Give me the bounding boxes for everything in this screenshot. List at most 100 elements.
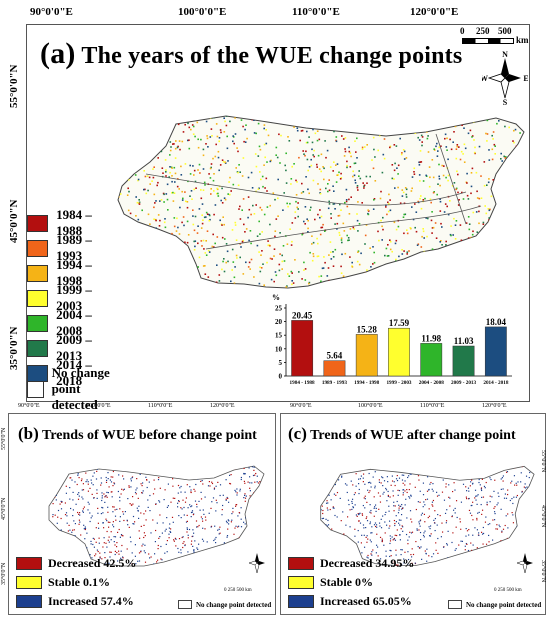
map-pixel: [175, 243, 177, 245]
map-pixel: [294, 259, 296, 261]
map-pixel: [320, 509, 322, 511]
map-pixel: [413, 167, 416, 170]
map-pixel: [101, 499, 103, 502]
map-pixel: [441, 522, 443, 524]
map-pixel: [343, 533, 345, 535]
map-pixel: [186, 531, 188, 533]
map-pixel: [180, 485, 182, 488]
map-pixel: [235, 239, 238, 241]
map-pixel: [350, 155, 352, 158]
map-pixel: [141, 485, 143, 487]
map-pixel: [206, 135, 208, 137]
map-pixel: [327, 502, 329, 504]
map-pixel: [320, 480, 323, 482]
map-pixel: [258, 145, 261, 148]
map-pixel: [516, 494, 518, 497]
map-pixel: [536, 510, 537, 511]
map-pixel: [393, 481, 395, 483]
map-pixel: [429, 116, 431, 117]
map-pixel: [373, 506, 376, 508]
map-pixel: [536, 491, 537, 492]
map-pixel: [387, 210, 390, 213]
map-pixel: [188, 126, 191, 129]
map-pixel: [386, 476, 388, 478]
map-pixel: [472, 211, 475, 214]
map-pixel: [174, 147, 177, 150]
map-pixel: [288, 275, 291, 277]
map-pixel: [437, 552, 439, 554]
map-pixel: [131, 563, 133, 565]
map-pixel: [132, 496, 134, 498]
map-pixel: [329, 281, 331, 283]
map-pixel: [468, 257, 471, 260]
map-pixel: [132, 117, 134, 120]
map-pixel: [150, 116, 153, 118]
map-pixel: [94, 555, 96, 557]
map-pixel: [365, 277, 367, 280]
map-pixel: [129, 245, 132, 247]
lat-label-b-45: 45°0'0"N: [1, 497, 7, 520]
map-pixel: [407, 543, 409, 545]
map-pixel: [117, 531, 119, 533]
map-pixel: [317, 213, 319, 216]
map-pixel: [441, 122, 443, 124]
map-pixel: [156, 184, 158, 187]
map-pixel: [116, 552, 118, 554]
map-pixel: [497, 492, 499, 494]
map-pixel: [174, 157, 177, 159]
map-pixel: [144, 126, 146, 129]
map-pixel: [403, 474, 405, 476]
map-pixel: [478, 558, 480, 560]
map-pixel: [161, 559, 163, 561]
map-pixel: [370, 129, 373, 132]
map-pixel: [259, 171, 261, 173]
map-pixel: [178, 120, 180, 122]
map-pixel: [113, 536, 115, 538]
map-pixel: [275, 154, 277, 156]
map-pixel: [134, 521, 136, 523]
map-pixel: [358, 488, 360, 491]
map-pixel: [511, 512, 513, 514]
map-pixel: [501, 477, 504, 479]
map-pixel: [425, 217, 427, 219]
map-pixel: [119, 213, 121, 216]
map-pixel: [459, 263, 462, 266]
map-pixel: [190, 190, 193, 192]
map-pixel: [63, 545, 65, 548]
map-pixel: [515, 496, 518, 498]
map-pixel: [197, 266, 199, 268]
map-pixel: [436, 495, 439, 497]
map-pixel: [498, 245, 501, 247]
map-pixel: [393, 279, 396, 281]
map-pixel: [346, 516, 349, 518]
map-pixel: [443, 260, 445, 263]
map-pixel: [236, 147, 238, 149]
map-pixel: [218, 140, 220, 143]
map-pixel: [300, 192, 303, 194]
map-pixel: [426, 470, 428, 472]
map-pixel: [369, 521, 372, 523]
map-pixel: [162, 240, 164, 243]
map-pixel: [143, 513, 145, 515]
map-pixel: [295, 179, 297, 182]
map-pixel: [160, 136, 162, 138]
map-pixel: [426, 490, 429, 492]
map-pixel: [462, 116, 465, 117]
map-pixel: [255, 165, 258, 168]
map-pixel: [210, 128, 213, 130]
map-pixel: [473, 271, 476, 274]
panel-c-frame: [280, 413, 546, 615]
map-pixel: [460, 283, 463, 286]
map-pixel: [211, 501, 213, 503]
map-pixel: [409, 269, 412, 272]
map-pixel: [514, 540, 516, 542]
map-pixel: [327, 207, 330, 210]
map-pixel: [317, 242, 319, 245]
map-pixel: [334, 483, 336, 486]
map-pixel: [407, 563, 409, 565]
map-pixel: [122, 535, 124, 537]
map-pixel: [190, 265, 193, 268]
map-pixel: [418, 139, 421, 141]
map-pixel: [444, 133, 447, 136]
map-pixel: [469, 129, 472, 132]
